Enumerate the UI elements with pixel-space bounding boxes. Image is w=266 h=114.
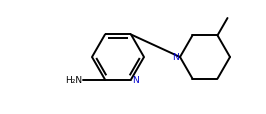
Text: H₂N: H₂N xyxy=(65,75,82,84)
Text: N: N xyxy=(172,53,179,62)
Text: N: N xyxy=(132,75,139,84)
